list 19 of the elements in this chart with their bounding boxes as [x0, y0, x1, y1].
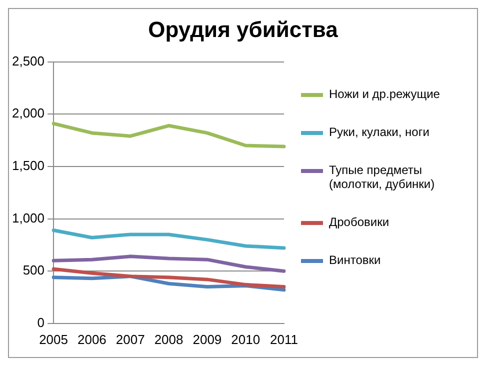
- y-tick-label: 1,000: [12, 210, 45, 226]
- x-tick-label: 2005: [39, 332, 68, 347]
- legend-label: Руки, кулаки, ноги: [329, 125, 430, 139]
- x-tick-label: 2010: [231, 332, 260, 347]
- x-tick-label: 2011: [270, 332, 298, 347]
- x-tick-label: 2007: [116, 332, 145, 347]
- y-tick-label: 2,000: [12, 106, 45, 121]
- x-tick-label: 2009: [192, 332, 222, 347]
- y-tick-label: 500: [22, 262, 45, 278]
- legend-label: Дробовики: [329, 215, 390, 229]
- y-tick-label: 1,500: [12, 158, 45, 174]
- y-tick-label: 0: [37, 314, 45, 330]
- y-tick-label: 2,500: [12, 53, 45, 68]
- chart-title: Орудия убийства: [147, 16, 339, 44]
- legend-label: Тупые предметы (молотки, дубинки): [329, 163, 436, 191]
- legend-label: Ножи и др.режущие: [329, 87, 440, 101]
- legend-label: Винтовки: [329, 253, 381, 267]
- x-tick-label: 2006: [77, 332, 106, 347]
- x-tick-label: 2008: [154, 332, 184, 347]
